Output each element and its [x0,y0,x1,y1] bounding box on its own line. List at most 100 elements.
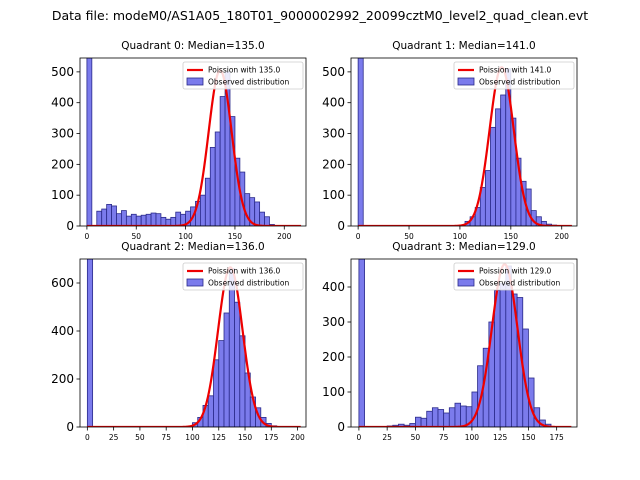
histogram-panels: Quadrant 0: Median=135.00100200300400500… [51,40,578,442]
legend: Poission with 129.0 Observed distribution [453,262,575,291]
axes-frame [79,258,307,428]
panel-title: Quadrant 0: Median=135.0 [121,40,264,52]
x-tick-label: 0 [85,232,90,241]
histogram-bar [219,96,226,226]
histogram-bar [228,268,235,427]
x-tick-label: 25 [382,433,392,442]
histogram-bar [140,214,147,226]
panel-title: Quadrant 2: Median=136.0 [121,241,264,253]
figure-suptitle: Data file: modeM0/AS1A05_180T01_90000029… [52,8,588,23]
legend-entry-poisson: Poission with 129.0 [479,267,552,276]
y-tick-label: 400 [322,280,345,294]
y-tick-label: 400 [322,96,345,110]
histogram-bar [150,212,157,226]
legend-box [182,61,304,90]
histogram-bar [234,301,241,427]
histogram-bar [540,220,547,226]
y-tick-label: 0 [66,420,74,434]
y-tick-label: 200 [51,372,74,386]
legend-entry-observed: Observed distribution [208,279,289,288]
histogram-bar [175,211,182,226]
histogram-bar [111,205,117,226]
histogram-bar [96,210,103,226]
y-tick-label: 200 [51,157,74,171]
x-tick-label: 100 [465,433,480,442]
legend-patch-swatch [457,77,475,86]
y-tick-label: 100 [322,385,345,399]
histogram-bar [420,417,428,427]
histogram-bar [358,259,365,427]
histogram-bar [86,58,93,226]
y-tick-label: 400 [51,324,74,338]
x-tick-label: 175 [264,433,279,442]
x-tick-label: 200 [555,232,570,241]
y-tick-label: 0 [337,420,345,434]
legend: Poission with 136.0 Observed distribution [182,262,304,291]
histogram-bar [86,259,94,427]
histogram-bar [460,405,467,427]
y-tick-label: 200 [322,157,345,171]
legend: Poission with 135.0 Observed distribution [182,61,304,90]
x-tick-label: 0 [85,433,90,442]
x-tick-label: 100 [453,232,468,241]
panel-title: Quadrant 3: Median=129.0 [392,241,535,253]
y-tick-label: 300 [51,127,74,141]
legend-box [453,61,575,90]
histogram-bar [160,216,167,226]
x-tick-label: 25 [109,433,119,442]
x-tick-label: 200 [290,433,305,442]
poisson-curve [358,263,572,427]
legend-entry-observed: Observed distribution [479,279,560,288]
x-tick-label: 150 [228,232,243,241]
histogram-bar [204,177,211,226]
x-tick-label: 150 [521,433,536,442]
x-tick-label: 50 [404,232,414,241]
histogram-bar [130,213,137,226]
y-tick-label: 400 [51,96,74,110]
histogram-bar [454,402,462,427]
y-tick-label: 200 [322,350,345,364]
legend-entry-observed: Observed distribution [208,78,289,87]
histogram-bar [207,395,214,427]
histogram-bar [135,215,142,226]
histogram-bar [213,359,220,427]
poisson-curve [87,266,301,427]
x-tick-label: 125 [212,433,227,442]
histogram-bar [170,216,177,226]
histogram-bar [145,213,152,226]
histogram-bar [495,108,502,226]
quadrant-1-plot-area [357,58,572,226]
legend: Poission with 141.0 Observed distribution [453,61,575,90]
x-tick-label: 100 [178,232,193,241]
legend-patch-swatch [457,278,475,287]
y-tick-label: 600 [51,276,74,290]
legend-entry-poisson: Poission with 135.0 [208,66,281,75]
quadrant-1-panel: Quadrant 1: Median=141.00100200300400500… [322,40,578,241]
x-tick-label: 175 [549,433,564,442]
legend-box [182,262,304,291]
histogram-bar [499,283,507,427]
histogram-bar [494,290,501,427]
histogram-bar [357,58,364,226]
x-tick-label: 50 [131,232,141,241]
poisson-curve [358,66,572,226]
histogram-bar [448,407,456,427]
legend-entry-observed: Observed distribution [479,78,560,87]
histogram-bar [254,201,261,226]
histogram-bar [218,340,225,427]
histogram-bar [106,204,112,226]
histogram-bar [223,312,230,427]
histogram-bar [484,170,491,226]
y-tick-label: 300 [322,127,345,141]
axes-frame [79,57,307,227]
legend-patch-swatch [186,278,204,287]
x-tick-label: 100 [185,433,200,442]
histogram-bar [101,208,108,226]
histogram-bar [116,213,122,226]
histogram-bar [431,407,439,427]
legend-patch-swatch [186,77,204,86]
x-tick-label: 50 [135,433,145,442]
y-tick-label: 300 [322,315,345,329]
x-tick-label: 150 [504,232,519,241]
